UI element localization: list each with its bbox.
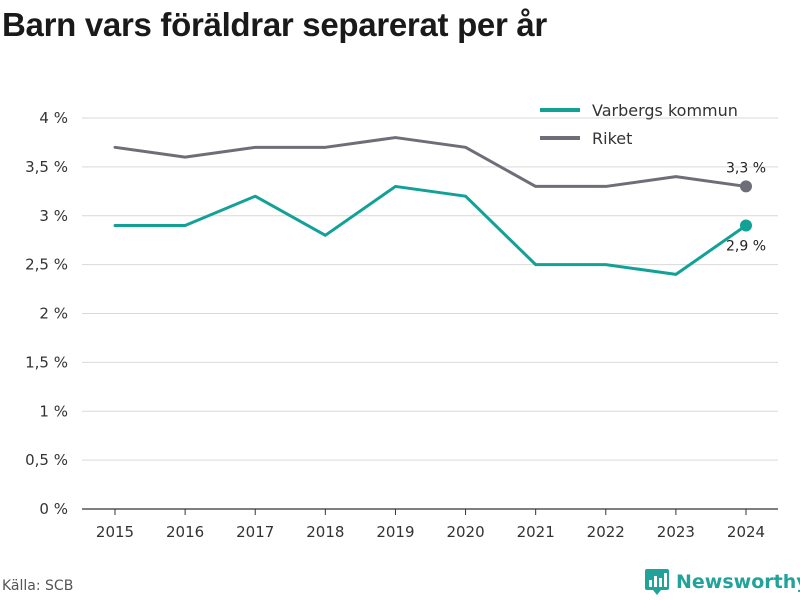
legend-label: Riket [592, 129, 632, 148]
x-tick-label: 2021 [517, 523, 555, 541]
gridlines [82, 117, 778, 510]
series-line-varbergs-kommun [113, 184, 748, 276]
y-tick-label: 3 % [39, 207, 68, 225]
x-tick-label: 2022 [587, 523, 625, 541]
x-axis-ticks: 2015 2016 2017 2018 2019 2020 2021 2022 2023 2024 [96, 509, 765, 541]
y-tick-label: 0 % [39, 500, 68, 518]
x-tick-label: 2024 [727, 523, 765, 541]
data-point [740, 180, 752, 193]
legend-label: Varbergs kommun [592, 101, 738, 120]
series-line-riket [113, 136, 748, 188]
y-tick-label: 2,5 % [25, 256, 68, 274]
x-tick-label: 2015 [96, 523, 134, 541]
x-tick-label: 2017 [236, 523, 274, 541]
y-axis-ticks: 0 % 0,5 % 1 % 1,5 % 2 % 2,5 % 3 % 3,5 % 4 % [25, 109, 68, 518]
x-tick-label: 2018 [306, 523, 344, 541]
source-note: Källa: SCB [2, 578, 74, 594]
legend: Varbergs kommun Riket [540, 101, 738, 148]
end-value-label: 2,9 % [726, 239, 766, 255]
x-tick-label: 2016 [166, 523, 204, 541]
y-tick-label: 1,5 % [25, 353, 68, 371]
chart-title: Barn vars föräldrar separerat per år [2, 6, 547, 43]
x-tick-label: 2019 [376, 523, 414, 541]
brand-logo: Newsworthy [644, 568, 800, 596]
brand-name: Newsworthy [676, 571, 800, 593]
x-tick-label: 2020 [446, 523, 484, 541]
y-tick-label: 1 % [39, 402, 68, 420]
data-point [740, 219, 752, 232]
series-lines: 2,9 % 3,3 % [113, 136, 766, 276]
y-tick-label: 3,5 % [25, 158, 68, 176]
y-tick-label: 2 % [39, 305, 68, 323]
x-tick-label: 2023 [657, 523, 695, 541]
end-value-label: 3,3 % [726, 160, 766, 176]
y-tick-label: 0,5 % [25, 451, 68, 469]
bar-chart-pin-icon [645, 569, 669, 595]
y-tick-label: 4 % [39, 109, 68, 127]
